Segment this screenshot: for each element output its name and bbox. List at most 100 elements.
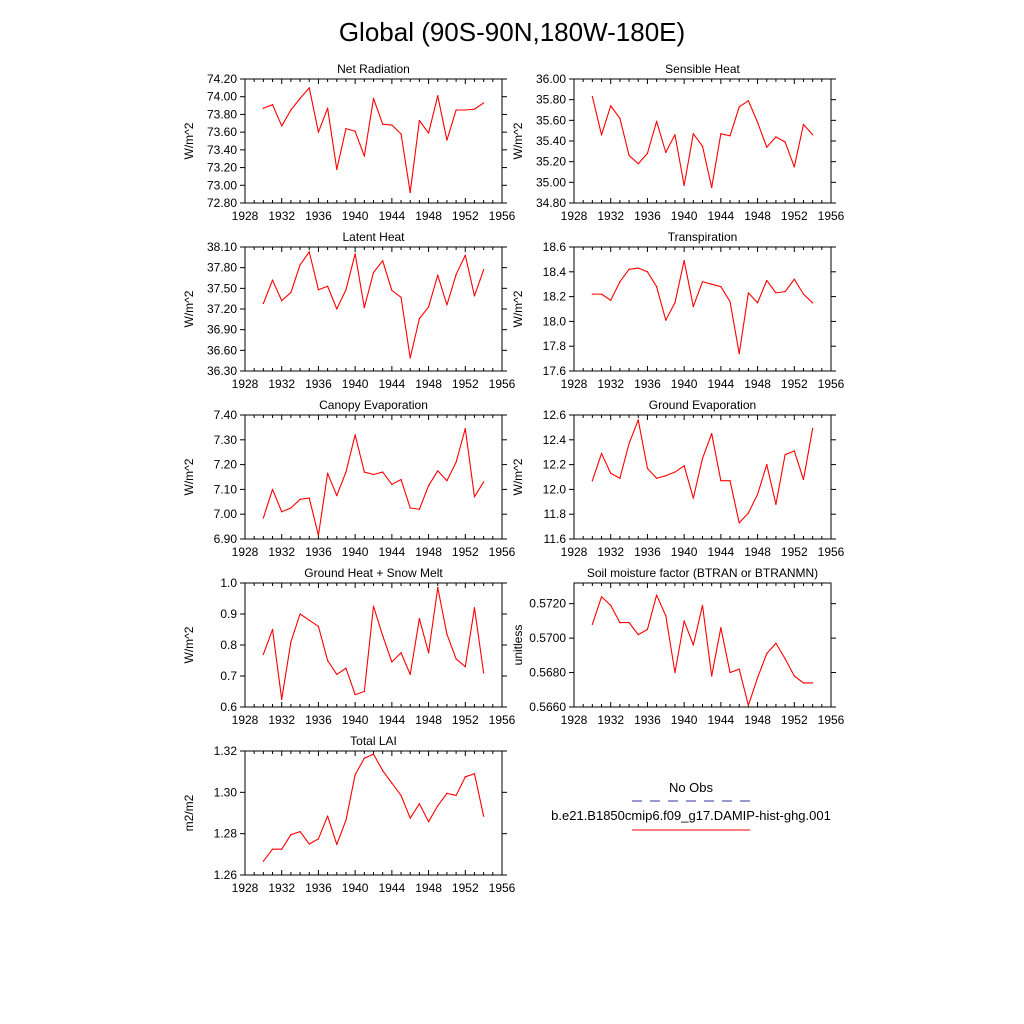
data-point bbox=[363, 471, 365, 473]
data-series bbox=[591, 594, 814, 706]
chart-title: Transpiration bbox=[668, 230, 738, 244]
data-point bbox=[317, 289, 320, 291]
series-segment bbox=[391, 124, 402, 135]
series-segment bbox=[473, 102, 485, 110]
data-point bbox=[775, 136, 777, 138]
series-segment bbox=[262, 279, 274, 305]
y-tick-label: 1.32 bbox=[214, 744, 238, 758]
series-segment bbox=[372, 605, 384, 637]
data-point bbox=[738, 668, 740, 670]
data-point bbox=[683, 465, 685, 467]
series-segment bbox=[738, 512, 749, 524]
x-tick-label: 1928 bbox=[232, 209, 259, 223]
x-tick-label: 1940 bbox=[342, 545, 369, 559]
series-segment bbox=[656, 594, 667, 617]
x-tick-label: 1952 bbox=[452, 713, 479, 727]
data-point bbox=[483, 672, 485, 674]
data-point bbox=[656, 120, 658, 122]
series-segment bbox=[738, 668, 749, 706]
series-segment bbox=[766, 642, 777, 655]
plot-frame bbox=[573, 78, 832, 204]
data-point bbox=[747, 292, 749, 294]
data-point bbox=[418, 120, 420, 122]
series-segment bbox=[473, 607, 485, 674]
series-segment bbox=[363, 97, 375, 157]
x-tick-label: 1956 bbox=[818, 209, 845, 223]
series-segment bbox=[757, 464, 768, 495]
series-segment bbox=[382, 471, 393, 485]
x-tick-label: 1940 bbox=[342, 209, 369, 223]
chart-title: Total LAI bbox=[350, 734, 397, 748]
series-segment bbox=[610, 105, 621, 119]
data-point bbox=[610, 105, 612, 107]
y-tick-label: 72.80 bbox=[207, 196, 237, 210]
series-segment bbox=[600, 596, 612, 606]
data-point bbox=[756, 121, 759, 123]
chart-panel: Ground Heat + Snow Melt 1928 1932 1936 1940 1… bbox=[182, 566, 516, 727]
series-segment bbox=[299, 831, 310, 845]
data-point bbox=[683, 184, 685, 187]
data-point bbox=[418, 618, 420, 620]
series-segment bbox=[391, 289, 402, 298]
y-axis-label: m2/m2 bbox=[182, 794, 196, 831]
data-point bbox=[363, 307, 365, 309]
series-segment bbox=[738, 292, 749, 355]
data-point bbox=[382, 471, 384, 473]
x-tick-label: 1956 bbox=[489, 713, 516, 727]
series-segment bbox=[345, 128, 356, 132]
data-series bbox=[591, 419, 814, 524]
x-tick-label: 1936 bbox=[634, 209, 661, 223]
x-tick-label: 1932 bbox=[268, 209, 295, 223]
data-point bbox=[262, 517, 264, 519]
series-segment bbox=[382, 770, 393, 784]
y-tick-label: 34.80 bbox=[536, 196, 566, 210]
chart-title: Latent Heat bbox=[342, 230, 405, 244]
x-tick-label: 1948 bbox=[415, 881, 442, 895]
y-axis-label: W/m^2 bbox=[182, 122, 196, 159]
x-tick-label: 1956 bbox=[818, 377, 845, 391]
data-point bbox=[802, 478, 805, 481]
data-point bbox=[646, 628, 649, 631]
data-point bbox=[656, 594, 658, 596]
series-segment bbox=[628, 154, 639, 165]
y-tick-label: 36.30 bbox=[207, 364, 237, 378]
data-point bbox=[464, 428, 466, 430]
series-segment bbox=[692, 457, 704, 499]
series-segment bbox=[428, 587, 439, 654]
series-segment bbox=[345, 253, 356, 291]
series-segment bbox=[363, 753, 375, 759]
data-point bbox=[354, 130, 356, 132]
series-segment bbox=[455, 776, 466, 796]
series-segment bbox=[628, 267, 639, 270]
series-segment bbox=[720, 286, 731, 303]
data-point bbox=[473, 496, 476, 498]
data-point bbox=[628, 154, 630, 157]
series-segment bbox=[473, 481, 485, 498]
data-point bbox=[674, 302, 676, 304]
y-axis-label: W/m^2 bbox=[511, 122, 525, 159]
series-segment bbox=[437, 470, 448, 482]
x-tick-label: 1932 bbox=[268, 545, 295, 559]
y-tick-label: 12.6 bbox=[543, 408, 567, 422]
series-segment bbox=[637, 628, 648, 636]
data-point bbox=[455, 109, 457, 111]
x-tick-label: 1944 bbox=[379, 209, 406, 223]
data-point bbox=[674, 671, 676, 674]
series-segment bbox=[464, 773, 476, 778]
series-segment bbox=[747, 493, 759, 514]
x-tick-label: 1940 bbox=[342, 713, 369, 727]
series-segment bbox=[747, 100, 759, 123]
series-segment bbox=[363, 271, 375, 309]
series-segment bbox=[701, 281, 713, 285]
y-axis-label: W/m^2 bbox=[511, 458, 525, 495]
y-tick-label: 37.80 bbox=[207, 261, 237, 275]
series-segment bbox=[262, 104, 274, 109]
series-segment bbox=[711, 433, 722, 482]
data-point bbox=[802, 682, 805, 684]
data-point bbox=[701, 281, 704, 283]
data-point bbox=[473, 607, 476, 609]
data-point bbox=[784, 141, 786, 143]
series-segment bbox=[674, 134, 685, 186]
data-point bbox=[483, 269, 485, 271]
page-title: Global (90S-90N,180W-180E) bbox=[339, 17, 685, 47]
